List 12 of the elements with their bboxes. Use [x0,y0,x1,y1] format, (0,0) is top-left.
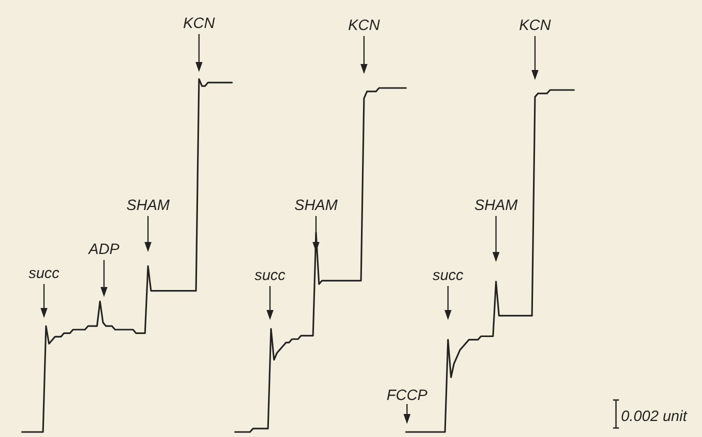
annotation: succ [254,267,286,284]
annotation: SHAM [294,197,338,214]
text: KCN [348,17,380,34]
annotation: succ [432,267,464,284]
annotation: succ [28,265,60,282]
annotation: ADP [88,241,120,258]
annotation: SHAM [474,197,518,214]
text: KCN [519,17,551,34]
text: 0.002 unit [621,408,688,425]
annotation: FCCP [386,387,428,404]
annotation: SHAM [126,197,170,214]
text: KCN [183,15,215,32]
